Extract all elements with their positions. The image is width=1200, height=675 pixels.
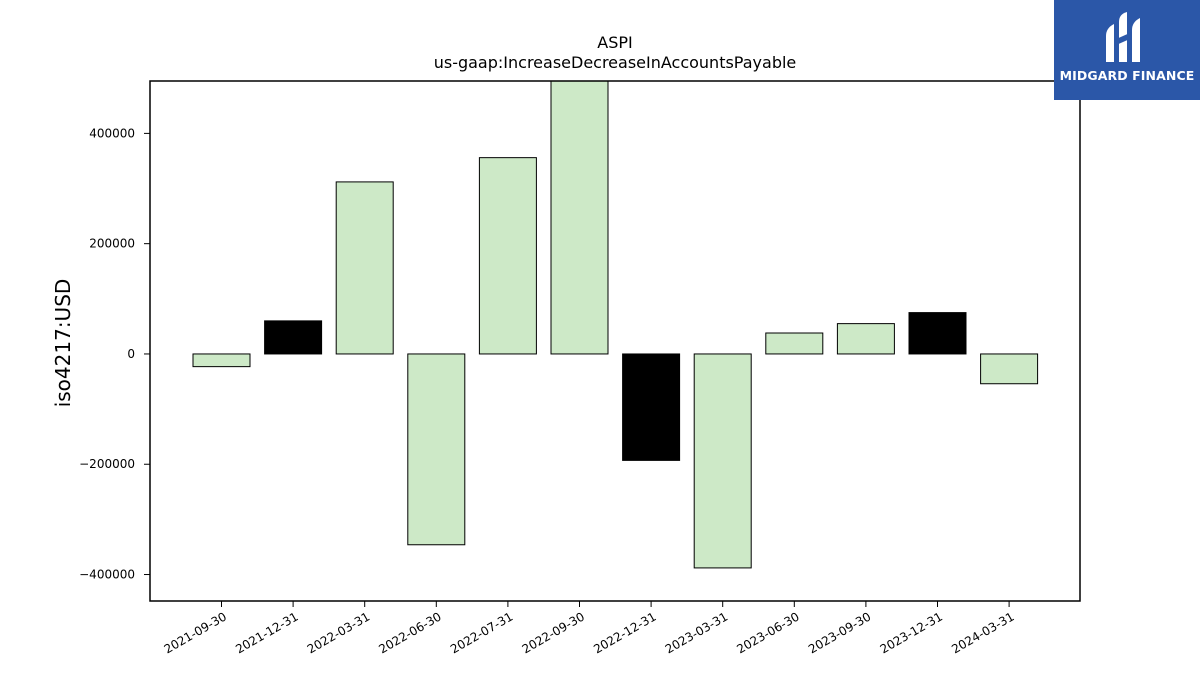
x-tick-label: 2023-03-31	[663, 609, 730, 656]
x-tick-label: 2023-09-30	[806, 609, 873, 656]
y-tick-label: −200000	[79, 457, 135, 471]
chart-subtitle: us-gaap:IncreaseDecreaseInAccountsPayabl…	[434, 53, 797, 72]
bar-2022-07-31	[478, 157, 537, 355]
bar-2022-03-31	[335, 181, 394, 355]
x-ticks-group: 2021-09-30 2021-12-31 2022-03-31 2022-06-30…	[162, 601, 1017, 656]
x-tick-label: 2022-06-30	[376, 609, 443, 656]
bar-2024-03-31	[980, 353, 1039, 385]
x-tick-label: 2022-03-31	[305, 609, 372, 656]
bars-group	[192, 80, 1039, 569]
x-tick-label: 2022-07-31	[448, 609, 515, 656]
bar-2023-06-30	[765, 332, 824, 355]
x-tick-label: 2021-12-31	[233, 609, 300, 656]
y-axis-label: iso4217:USD	[51, 279, 75, 408]
x-tick-label: 2022-12-31	[591, 609, 658, 656]
y-tick-label: 0	[127, 347, 135, 361]
bar-2023-12-31	[908, 312, 967, 355]
brand-name: MIDGARD FINANCE	[1059, 68, 1195, 83]
midgard-logo-icon	[1106, 12, 1140, 62]
bar-2022-12-31	[622, 353, 681, 461]
bar-2022-06-30	[407, 353, 466, 546]
brand-logo: MIDGARD FINANCE	[1054, 0, 1200, 100]
bar-2021-09-30	[192, 353, 251, 368]
bar-2023-09-30	[836, 323, 895, 355]
x-tick-label: 2022-09-30	[520, 609, 587, 656]
bar-2022-09-30	[550, 80, 609, 355]
x-tick-label: 2021-09-30	[162, 609, 229, 656]
y-tick-label: −400000	[79, 568, 135, 582]
plot-frame	[149, 80, 1081, 602]
x-tick-label: 2024-03-31	[949, 609, 1016, 656]
bar-2023-03-31	[693, 353, 752, 569]
y-ticks-group: −400000 −200000 0 200000 400000	[79, 126, 150, 582]
chart-title: ASPI	[597, 33, 632, 52]
y-tick-label: 400000	[89, 126, 135, 140]
x-tick-label: 2023-06-30	[734, 609, 801, 656]
y-tick-label: 200000	[89, 237, 135, 251]
bar-2021-12-31	[264, 320, 323, 355]
x-tick-label: 2023-12-31	[878, 609, 945, 656]
